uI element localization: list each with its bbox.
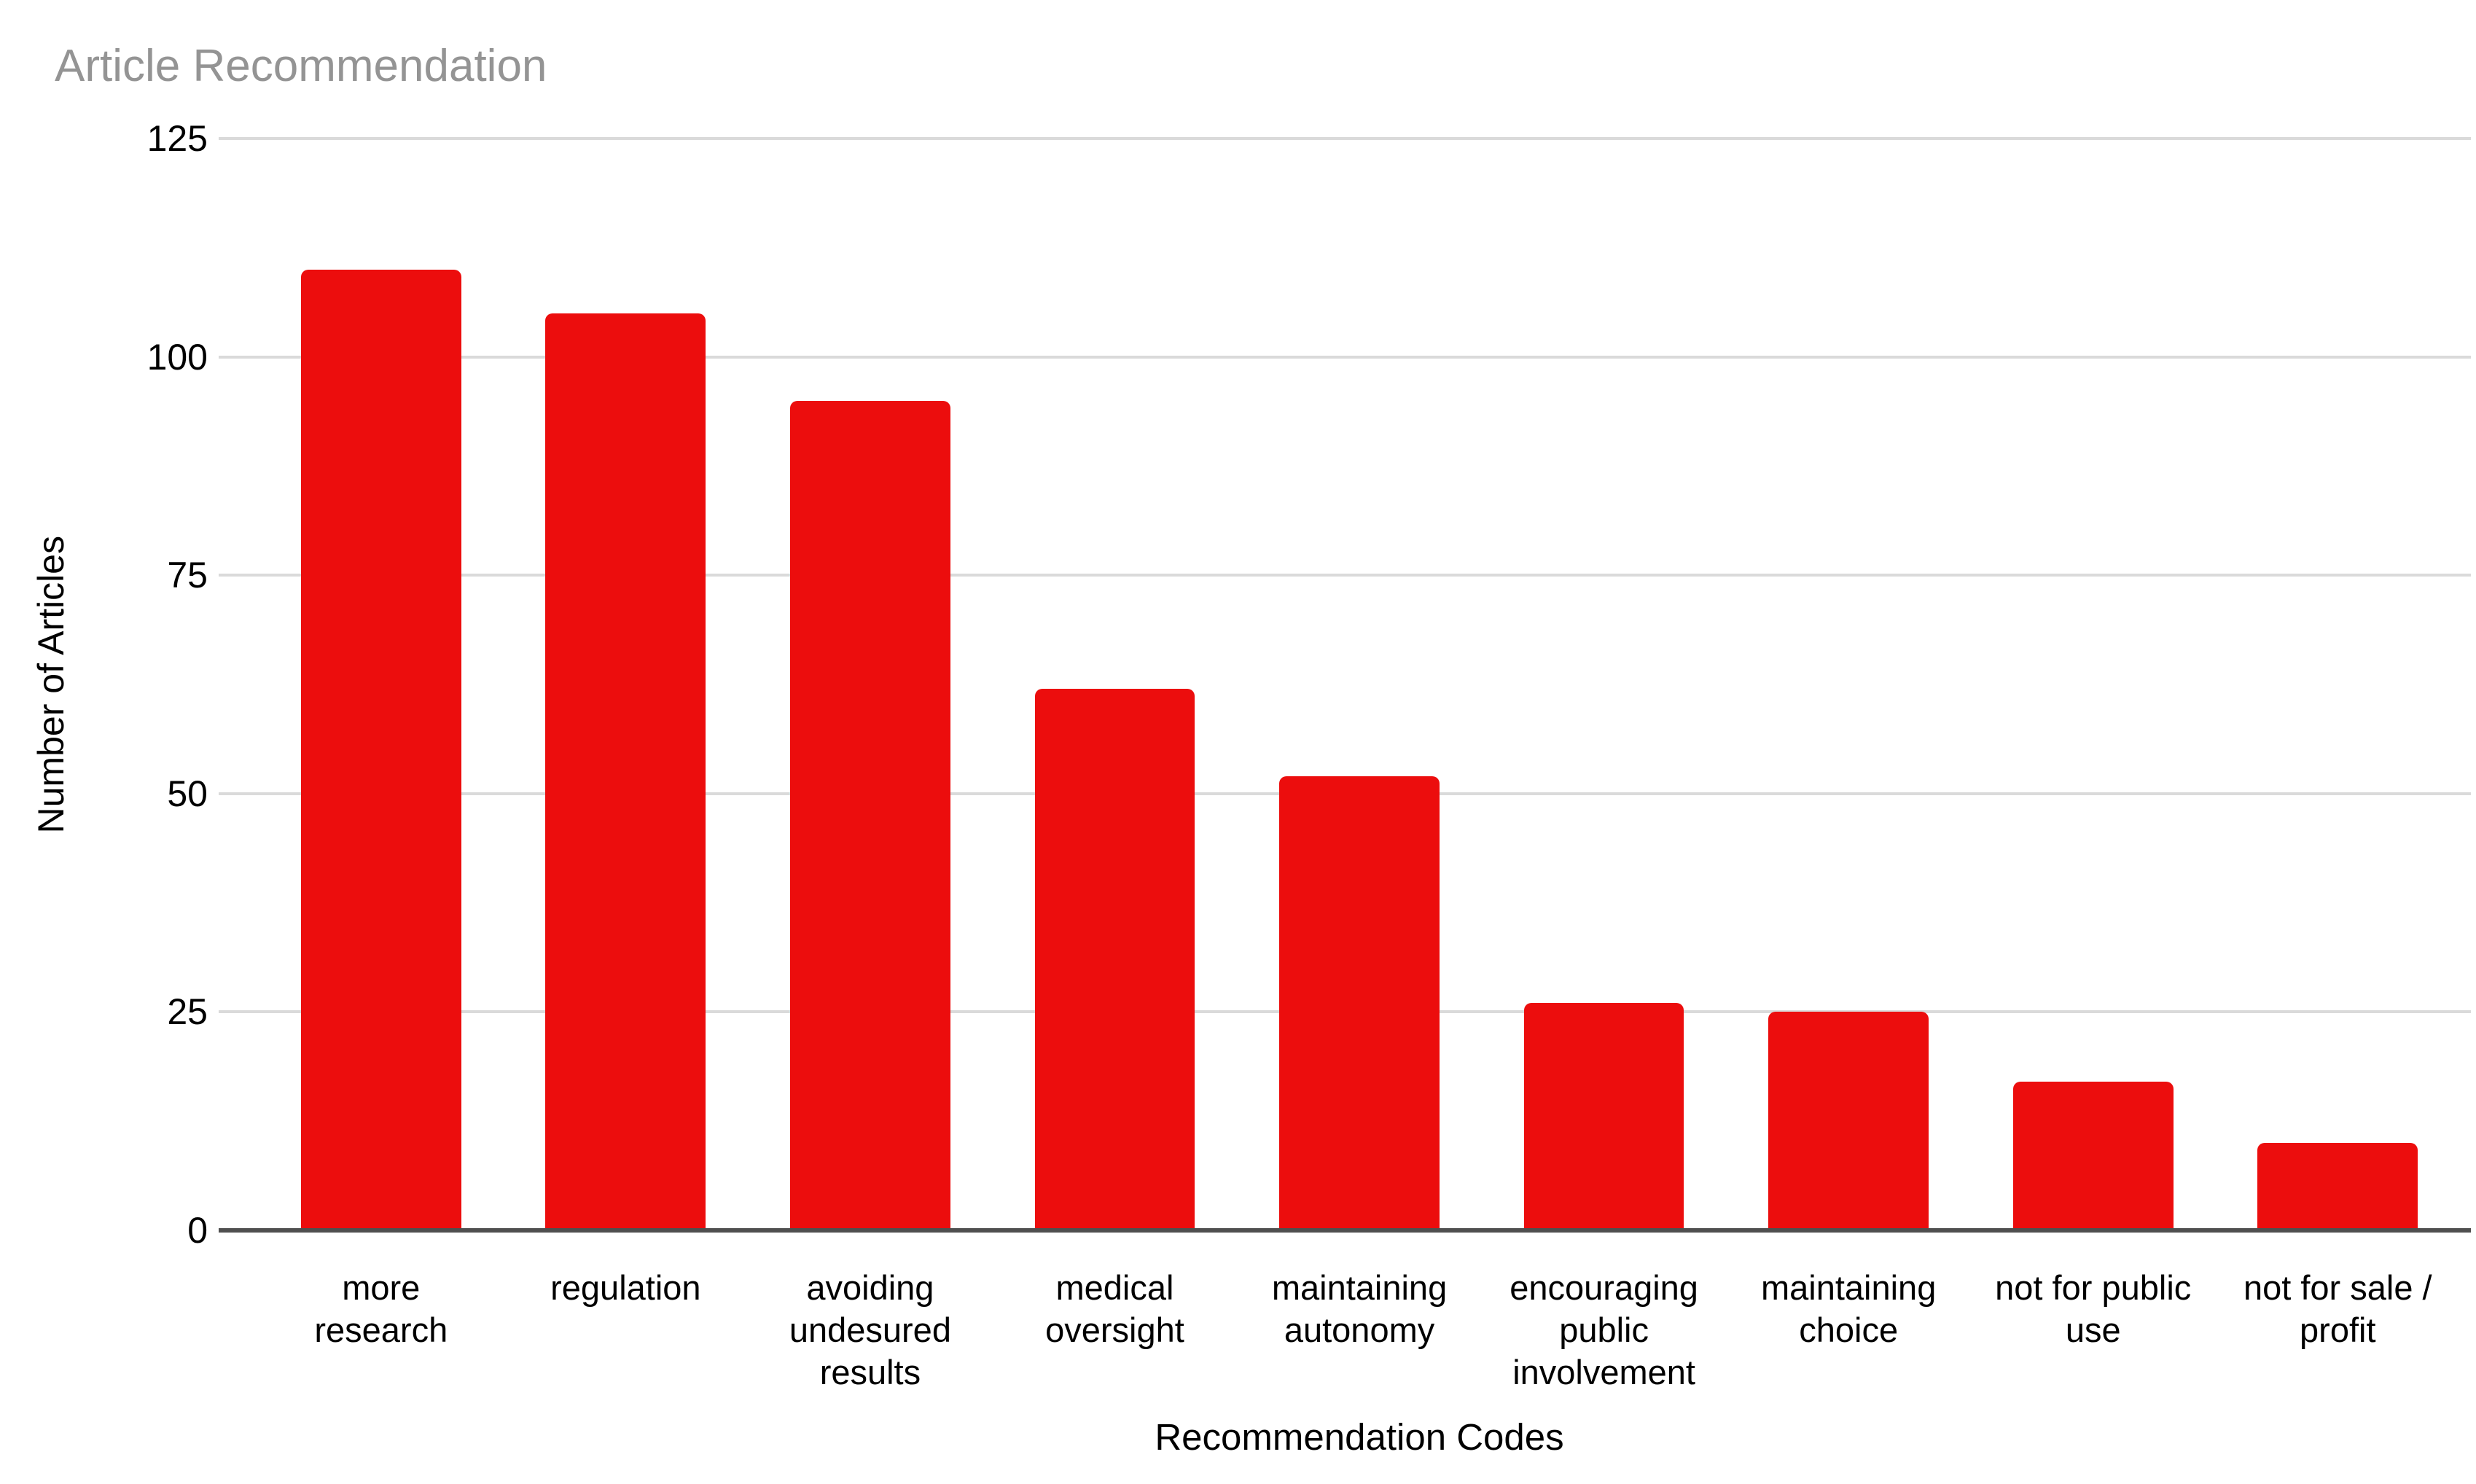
bar-band bbox=[993, 138, 1238, 1230]
category-label: regulation bbox=[550, 1268, 701, 1307]
category-label: encouraging public involvement bbox=[1510, 1268, 1698, 1391]
bar bbox=[2257, 1143, 2418, 1230]
y-tick-label: 25 bbox=[167, 991, 208, 1033]
x-category-labels: more research regulation avoiding undesure… bbox=[259, 1267, 2460, 1394]
bar-band bbox=[1237, 138, 1482, 1230]
category-label: not for public use bbox=[1995, 1268, 2192, 1349]
bar bbox=[2012, 1082, 2174, 1230]
category-label: avoiding undesured results bbox=[789, 1268, 951, 1391]
gridline bbox=[219, 574, 2471, 577]
plot-area bbox=[219, 137, 2471, 1233]
category-label: medical oversight bbox=[1045, 1268, 1184, 1349]
gridline bbox=[219, 137, 2471, 140]
bar bbox=[545, 313, 706, 1230]
bar bbox=[1768, 1012, 1929, 1230]
bar-band bbox=[748, 138, 993, 1230]
bar-band bbox=[504, 138, 749, 1230]
bar-band bbox=[259, 138, 504, 1230]
bars-row bbox=[259, 138, 2460, 1230]
bar-band bbox=[1971, 138, 2216, 1230]
bar-band bbox=[1482, 138, 1727, 1230]
category-label: not for sale / profit bbox=[2243, 1268, 2432, 1349]
y-tick-label: 75 bbox=[167, 555, 208, 596]
bar bbox=[790, 400, 950, 1230]
bar bbox=[1279, 776, 1440, 1230]
bar bbox=[300, 269, 461, 1230]
gridline bbox=[219, 355, 2471, 359]
y-tick-label: 125 bbox=[147, 118, 208, 159]
category-label: maintaining autonomy bbox=[1271, 1268, 1448, 1349]
y-tick-label: 100 bbox=[147, 336, 208, 378]
bar bbox=[1034, 689, 1195, 1230]
category-label: more research bbox=[314, 1268, 448, 1349]
y-tick-labels: 125 100 75 50 25 0 bbox=[0, 118, 208, 1251]
bar bbox=[1523, 1003, 1684, 1230]
y-tick-label: 50 bbox=[167, 773, 208, 814]
chart-title: Article Recommendation bbox=[55, 41, 547, 91]
category-label: maintaining choice bbox=[1760, 1268, 1937, 1349]
x-axis-baseline bbox=[219, 1228, 2471, 1233]
y-tick-label: 0 bbox=[187, 1210, 208, 1251]
x-axis-title: Recommendation Codes bbox=[1155, 1416, 1564, 1458]
bar-band bbox=[2216, 138, 2461, 1230]
bar-band bbox=[1726, 138, 1971, 1230]
